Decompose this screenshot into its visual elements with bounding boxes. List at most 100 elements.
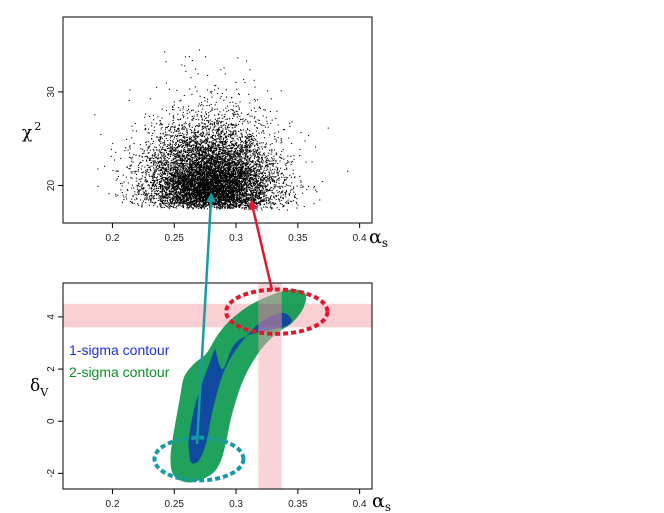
scatter-point — [250, 192, 252, 194]
scatter-point — [266, 123, 268, 125]
scatter-point — [288, 193, 290, 195]
scatter-point — [271, 180, 273, 182]
scatter-point — [239, 205, 241, 207]
scatter-point — [155, 194, 157, 196]
scatter-point — [148, 195, 150, 197]
scatter-point — [239, 152, 241, 154]
scatter-point — [173, 117, 175, 119]
scatter-point — [206, 126, 208, 128]
scatter-point — [140, 181, 142, 183]
scatter-point — [190, 169, 192, 171]
scatter-point — [219, 181, 221, 183]
scatter-point — [248, 146, 250, 148]
scatter-point — [228, 189, 230, 191]
scatter-point — [190, 138, 192, 140]
scatter-point — [156, 86, 158, 88]
scatter-point — [217, 138, 219, 140]
scatter-point — [231, 195, 233, 197]
scatter-point — [182, 181, 184, 183]
scatter-point — [157, 173, 159, 175]
scatter-point — [260, 177, 262, 179]
scatter-point — [238, 130, 240, 132]
scatter-point — [137, 184, 139, 186]
scatter-point — [204, 189, 206, 191]
scatter-point — [249, 174, 251, 176]
scatter-point — [268, 190, 270, 192]
scatter-point — [191, 154, 193, 156]
scatter-point — [286, 177, 288, 179]
scatter-point — [121, 185, 123, 187]
scatter-point — [199, 125, 201, 127]
scatter-point — [232, 182, 234, 184]
scatter-point — [244, 120, 246, 122]
scatter-point — [194, 176, 196, 178]
scatter-point — [213, 166, 215, 168]
scatter-point — [261, 124, 263, 126]
scatter-point — [238, 184, 240, 186]
scatter-point — [183, 189, 185, 191]
scatter-point — [182, 127, 184, 129]
scatter-point — [178, 195, 180, 197]
scatter-point — [239, 172, 241, 174]
scatter-point — [236, 194, 238, 196]
scatter-point — [218, 196, 220, 198]
scatter-point — [162, 186, 164, 188]
scatter-point — [177, 192, 179, 194]
scatter-point — [173, 181, 175, 183]
scatter-point — [218, 143, 220, 145]
scatter-point — [259, 204, 261, 206]
scatter-point — [194, 190, 196, 192]
scatter-point — [151, 192, 153, 194]
scatter-point — [197, 73, 199, 75]
scatter-point — [252, 142, 254, 144]
scatter-point — [235, 156, 237, 158]
scatter-point — [253, 165, 255, 167]
scatter-point — [260, 179, 262, 181]
scatter-point — [238, 179, 240, 181]
scatter-point — [245, 176, 247, 178]
scatter-point — [180, 159, 182, 161]
scatter-point — [246, 205, 248, 207]
scatter-point — [125, 196, 127, 198]
scatter-point — [168, 197, 170, 199]
scatter-point — [278, 131, 280, 133]
scatter-point — [207, 208, 209, 210]
scatter-point — [274, 187, 276, 189]
scatter-point — [155, 162, 157, 164]
scatter-point — [142, 193, 144, 195]
scatter-point — [180, 192, 182, 194]
scatter-point — [246, 147, 248, 149]
scatter-point — [202, 195, 204, 197]
scatter-point — [283, 181, 285, 183]
scatter-point — [236, 88, 238, 90]
scatter-point — [121, 201, 123, 203]
scatter-point — [175, 161, 177, 163]
scatter-point — [164, 199, 166, 201]
scatter-point — [189, 194, 191, 196]
scatter-point — [197, 171, 199, 173]
scatter-point — [239, 181, 241, 183]
scatter-point — [300, 132, 302, 134]
scatter-point — [263, 199, 265, 201]
scatter-point — [256, 157, 258, 159]
scatter-point — [148, 174, 150, 176]
scatter-point — [160, 199, 162, 201]
scatter-point — [231, 206, 233, 208]
scatter-point — [199, 197, 201, 199]
scatter-point — [247, 144, 249, 146]
scatter-point — [174, 172, 176, 174]
scatter-point — [211, 166, 213, 168]
scatter-point — [255, 170, 257, 172]
scatter-point — [205, 117, 207, 119]
scatter-point — [192, 150, 194, 152]
scatter-point — [285, 165, 287, 167]
scatter-point — [198, 151, 200, 153]
scatter-point — [158, 139, 160, 141]
scatter-point — [191, 60, 193, 62]
scatter-point — [249, 160, 251, 162]
scatter-point — [156, 181, 158, 183]
scatter-point — [287, 155, 289, 157]
scatter-point — [154, 161, 156, 163]
scatter-point — [207, 185, 209, 187]
scatter-point — [267, 175, 269, 177]
